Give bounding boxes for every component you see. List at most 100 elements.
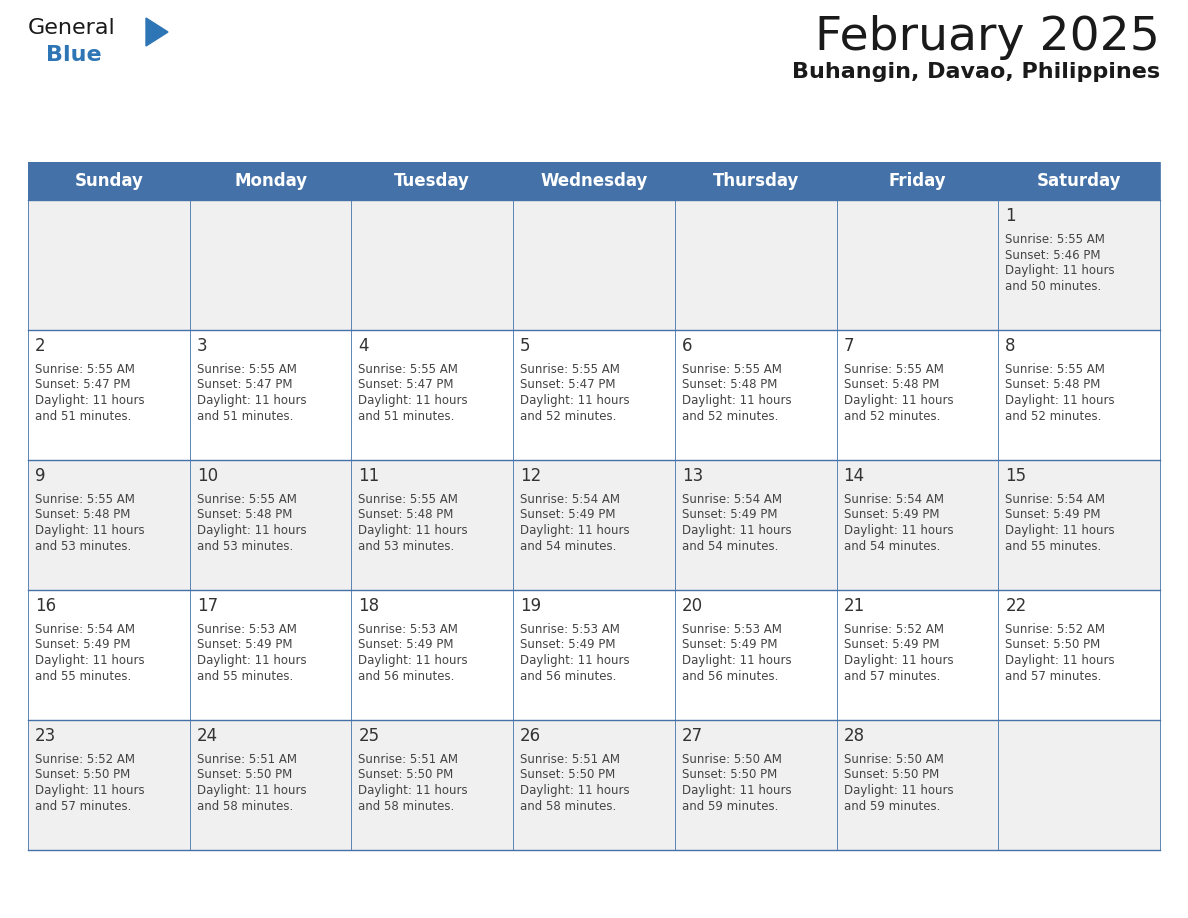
- Text: Daylight: 11 hours: Daylight: 11 hours: [197, 784, 307, 797]
- Bar: [29, 720, 1159, 850]
- Text: Sunrise: 5:54 AM: Sunrise: 5:54 AM: [520, 493, 620, 506]
- Text: 28: 28: [843, 727, 865, 745]
- Text: Daylight: 11 hours: Daylight: 11 hours: [34, 524, 145, 537]
- Text: Daylight: 11 hours: Daylight: 11 hours: [520, 394, 630, 407]
- Text: Daylight: 11 hours: Daylight: 11 hours: [34, 784, 145, 797]
- Text: Sunset: 5:49 PM: Sunset: 5:49 PM: [34, 639, 131, 652]
- Text: Daylight: 11 hours: Daylight: 11 hours: [520, 524, 630, 537]
- Text: Sunrise: 5:50 AM: Sunrise: 5:50 AM: [843, 753, 943, 766]
- Text: Sunrise: 5:54 AM: Sunrise: 5:54 AM: [682, 493, 782, 506]
- Text: and 54 minutes.: and 54 minutes.: [682, 540, 778, 553]
- Text: Sunset: 5:47 PM: Sunset: 5:47 PM: [520, 378, 615, 391]
- Text: 4: 4: [359, 337, 369, 355]
- Text: Sunrise: 5:55 AM: Sunrise: 5:55 AM: [520, 363, 620, 376]
- Text: Sunrise: 5:50 AM: Sunrise: 5:50 AM: [682, 753, 782, 766]
- Text: Sunset: 5:49 PM: Sunset: 5:49 PM: [520, 509, 615, 521]
- Text: Sunset: 5:48 PM: Sunset: 5:48 PM: [843, 378, 939, 391]
- Text: 23: 23: [34, 727, 56, 745]
- Text: Monday: Monday: [234, 172, 308, 190]
- Text: and 52 minutes.: and 52 minutes.: [682, 409, 778, 422]
- Text: 20: 20: [682, 597, 703, 615]
- Text: and 52 minutes.: and 52 minutes.: [843, 409, 940, 422]
- Text: Sunrise: 5:55 AM: Sunrise: 5:55 AM: [197, 493, 297, 506]
- Text: Thursday: Thursday: [713, 172, 798, 190]
- Text: 7: 7: [843, 337, 854, 355]
- Bar: [29, 590, 1159, 720]
- Text: and 54 minutes.: and 54 minutes.: [843, 540, 940, 553]
- Text: Sunset: 5:50 PM: Sunset: 5:50 PM: [197, 768, 292, 781]
- Text: Saturday: Saturday: [1037, 172, 1121, 190]
- Text: and 59 minutes.: and 59 minutes.: [843, 800, 940, 812]
- Text: and 58 minutes.: and 58 minutes.: [520, 800, 617, 812]
- Text: Sunset: 5:49 PM: Sunset: 5:49 PM: [359, 639, 454, 652]
- Text: 22: 22: [1005, 597, 1026, 615]
- Text: Sunset: 5:50 PM: Sunset: 5:50 PM: [520, 768, 615, 781]
- Text: 21: 21: [843, 597, 865, 615]
- Text: Sunset: 5:48 PM: Sunset: 5:48 PM: [359, 509, 454, 521]
- Polygon shape: [146, 18, 168, 46]
- Text: Sunrise: 5:53 AM: Sunrise: 5:53 AM: [520, 623, 620, 636]
- Text: Sunrise: 5:51 AM: Sunrise: 5:51 AM: [520, 753, 620, 766]
- Text: Sunset: 5:49 PM: Sunset: 5:49 PM: [197, 639, 292, 652]
- Text: Daylight: 11 hours: Daylight: 11 hours: [1005, 264, 1114, 277]
- Text: and 56 minutes.: and 56 minutes.: [520, 669, 617, 682]
- Text: and 57 minutes.: and 57 minutes.: [34, 800, 132, 812]
- Text: Sunrise: 5:53 AM: Sunrise: 5:53 AM: [197, 623, 297, 636]
- Text: Sunrise: 5:51 AM: Sunrise: 5:51 AM: [197, 753, 297, 766]
- Text: Daylight: 11 hours: Daylight: 11 hours: [520, 784, 630, 797]
- Text: Sunrise: 5:54 AM: Sunrise: 5:54 AM: [34, 623, 135, 636]
- Text: Sunrise: 5:53 AM: Sunrise: 5:53 AM: [682, 623, 782, 636]
- Text: and 55 minutes.: and 55 minutes.: [197, 669, 293, 682]
- Text: Sunset: 5:46 PM: Sunset: 5:46 PM: [1005, 249, 1101, 262]
- Text: 17: 17: [197, 597, 217, 615]
- Bar: [29, 330, 1159, 460]
- Text: Sunrise: 5:55 AM: Sunrise: 5:55 AM: [359, 493, 459, 506]
- Text: General: General: [29, 18, 115, 38]
- Text: Daylight: 11 hours: Daylight: 11 hours: [359, 654, 468, 667]
- Text: Daylight: 11 hours: Daylight: 11 hours: [682, 524, 791, 537]
- Text: Sunrise: 5:55 AM: Sunrise: 5:55 AM: [682, 363, 782, 376]
- Text: and 53 minutes.: and 53 minutes.: [34, 540, 131, 553]
- Text: 27: 27: [682, 727, 703, 745]
- Text: 24: 24: [197, 727, 217, 745]
- Bar: [29, 460, 1159, 590]
- Text: and 56 minutes.: and 56 minutes.: [359, 669, 455, 682]
- Text: and 59 minutes.: and 59 minutes.: [682, 800, 778, 812]
- Text: Sunrise: 5:55 AM: Sunrise: 5:55 AM: [197, 363, 297, 376]
- Text: Daylight: 11 hours: Daylight: 11 hours: [34, 394, 145, 407]
- Text: Sunrise: 5:54 AM: Sunrise: 5:54 AM: [843, 493, 943, 506]
- Text: Sunset: 5:50 PM: Sunset: 5:50 PM: [34, 768, 131, 781]
- Text: Daylight: 11 hours: Daylight: 11 hours: [34, 654, 145, 667]
- Text: 25: 25: [359, 727, 379, 745]
- Text: Friday: Friday: [889, 172, 946, 190]
- Text: and 57 minutes.: and 57 minutes.: [843, 669, 940, 682]
- Text: 1: 1: [1005, 207, 1016, 225]
- Text: 2: 2: [34, 337, 45, 355]
- Text: Tuesday: Tuesday: [394, 172, 470, 190]
- Bar: [29, 162, 1159, 200]
- Text: Daylight: 11 hours: Daylight: 11 hours: [682, 784, 791, 797]
- Text: 16: 16: [34, 597, 56, 615]
- Text: 10: 10: [197, 467, 217, 485]
- Text: and 53 minutes.: and 53 minutes.: [359, 540, 455, 553]
- Text: Daylight: 11 hours: Daylight: 11 hours: [682, 394, 791, 407]
- Text: Daylight: 11 hours: Daylight: 11 hours: [1005, 654, 1114, 667]
- Text: Sunrise: 5:55 AM: Sunrise: 5:55 AM: [1005, 363, 1105, 376]
- Text: 3: 3: [197, 337, 208, 355]
- Text: Sunset: 5:50 PM: Sunset: 5:50 PM: [682, 768, 777, 781]
- Text: Sunset: 5:49 PM: Sunset: 5:49 PM: [843, 639, 939, 652]
- Text: Sunrise: 5:52 AM: Sunrise: 5:52 AM: [843, 623, 943, 636]
- Text: Sunrise: 5:52 AM: Sunrise: 5:52 AM: [1005, 623, 1105, 636]
- Text: Daylight: 11 hours: Daylight: 11 hours: [197, 524, 307, 537]
- Text: 13: 13: [682, 467, 703, 485]
- Text: 8: 8: [1005, 337, 1016, 355]
- Text: Sunset: 5:49 PM: Sunset: 5:49 PM: [520, 639, 615, 652]
- Text: Sunset: 5:47 PM: Sunset: 5:47 PM: [197, 378, 292, 391]
- Text: Sunset: 5:48 PM: Sunset: 5:48 PM: [682, 378, 777, 391]
- Text: Sunset: 5:47 PM: Sunset: 5:47 PM: [34, 378, 131, 391]
- Text: Sunrise: 5:52 AM: Sunrise: 5:52 AM: [34, 753, 135, 766]
- Text: 26: 26: [520, 727, 542, 745]
- Text: Daylight: 11 hours: Daylight: 11 hours: [843, 394, 953, 407]
- Text: Sunset: 5:49 PM: Sunset: 5:49 PM: [843, 509, 939, 521]
- Text: and 53 minutes.: and 53 minutes.: [197, 540, 293, 553]
